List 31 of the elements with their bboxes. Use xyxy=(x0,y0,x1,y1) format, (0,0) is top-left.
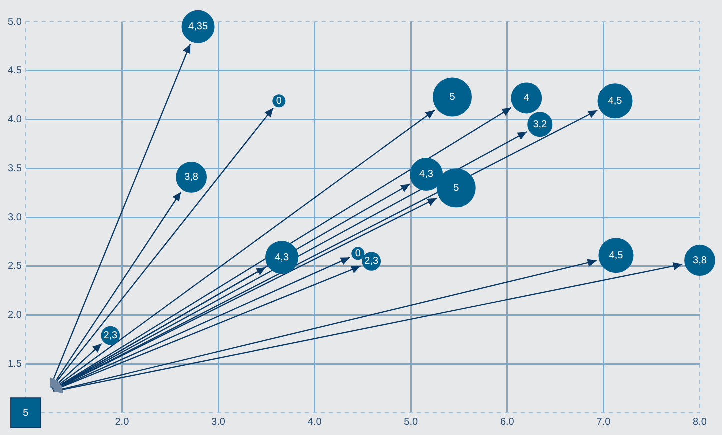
x-tick-label: 6.0 xyxy=(500,416,515,428)
annotation: 3,8 xyxy=(184,172,199,184)
annotation: 4,35 xyxy=(188,22,208,33)
annotation: 4,3 xyxy=(275,252,290,264)
annotation: 5 xyxy=(454,182,460,194)
annotation: 2,3 xyxy=(364,256,380,268)
y-tick-label: 1.5 xyxy=(8,358,22,370)
annotation: 4,5 xyxy=(608,96,623,107)
annotation: 2,3 xyxy=(104,330,118,342)
x-tick-label: 2.0 xyxy=(115,416,130,428)
annotation: 0 xyxy=(355,248,362,260)
y-tick-label: 4.0 xyxy=(8,114,22,126)
x-tick-label: 7.0 xyxy=(596,416,612,428)
y-tick-label: 4.5 xyxy=(8,66,22,77)
annotation: 4 xyxy=(524,92,530,104)
y-tick-label: 5.0 xyxy=(8,16,22,28)
x-tick-label: 4.0 xyxy=(308,416,322,428)
annotation: 5 xyxy=(450,92,456,104)
annotation: 5 xyxy=(23,408,30,419)
annotation: 4,3 xyxy=(420,169,434,180)
x-tick-label: 8.0 xyxy=(693,416,708,428)
y-tick-label: 2.0 xyxy=(8,310,22,321)
y-tick-label: 3.5 xyxy=(8,163,22,174)
annotation: 0 xyxy=(276,96,282,107)
annotation: 3,8 xyxy=(693,255,708,266)
y-tick-label: 2.5 xyxy=(8,261,22,272)
y-tick-label: 3.0 xyxy=(8,212,22,224)
x-tick-label: 5.0 xyxy=(404,416,418,428)
x-tick-label: 3.0 xyxy=(212,416,226,428)
annotation: 4,5 xyxy=(609,250,624,262)
annotation: 3,2 xyxy=(533,119,548,130)
